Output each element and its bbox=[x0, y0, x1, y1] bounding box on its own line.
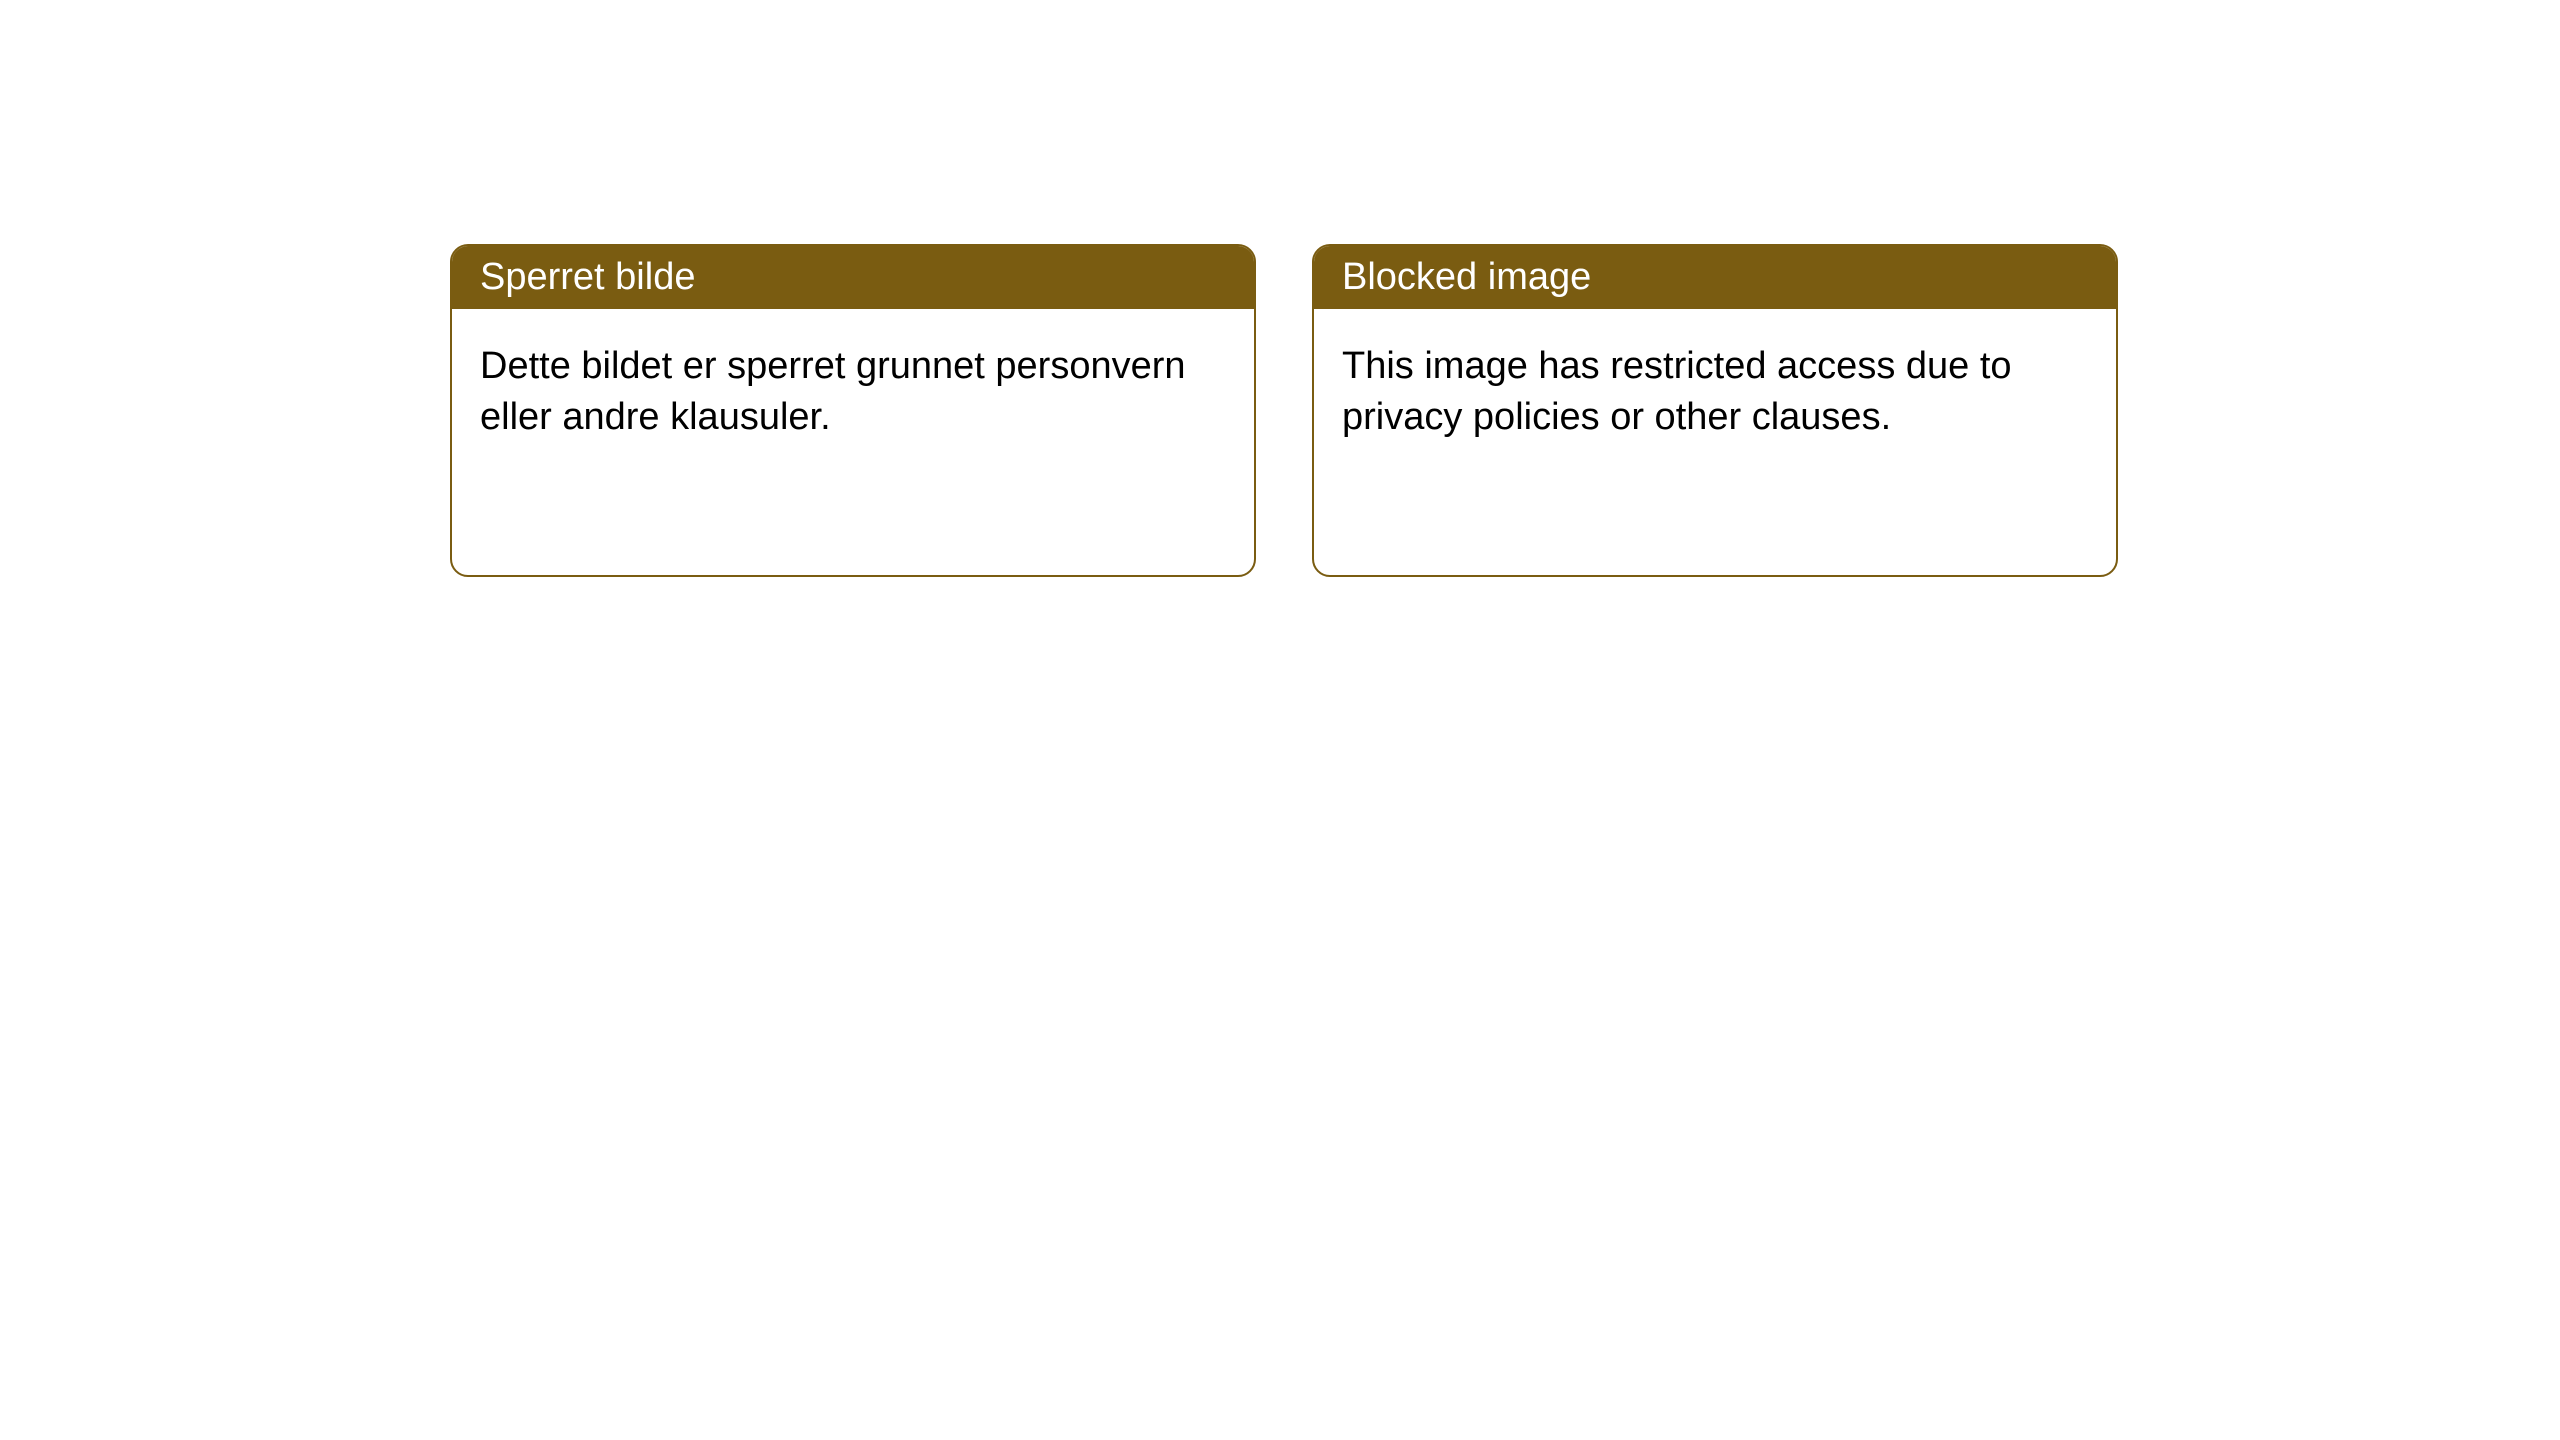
info-card-english: Blocked image This image has restricted … bbox=[1312, 244, 2118, 577]
info-card-norwegian: Sperret bilde Dette bildet er sperret gr… bbox=[450, 244, 1256, 577]
info-cards-container: Sperret bilde Dette bildet er sperret gr… bbox=[450, 244, 2118, 577]
card-header: Blocked image bbox=[1314, 246, 2116, 309]
card-body: This image has restricted access due to … bbox=[1314, 309, 2116, 575]
card-body: Dette bildet er sperret grunnet personve… bbox=[452, 309, 1254, 575]
card-header: Sperret bilde bbox=[452, 246, 1254, 309]
